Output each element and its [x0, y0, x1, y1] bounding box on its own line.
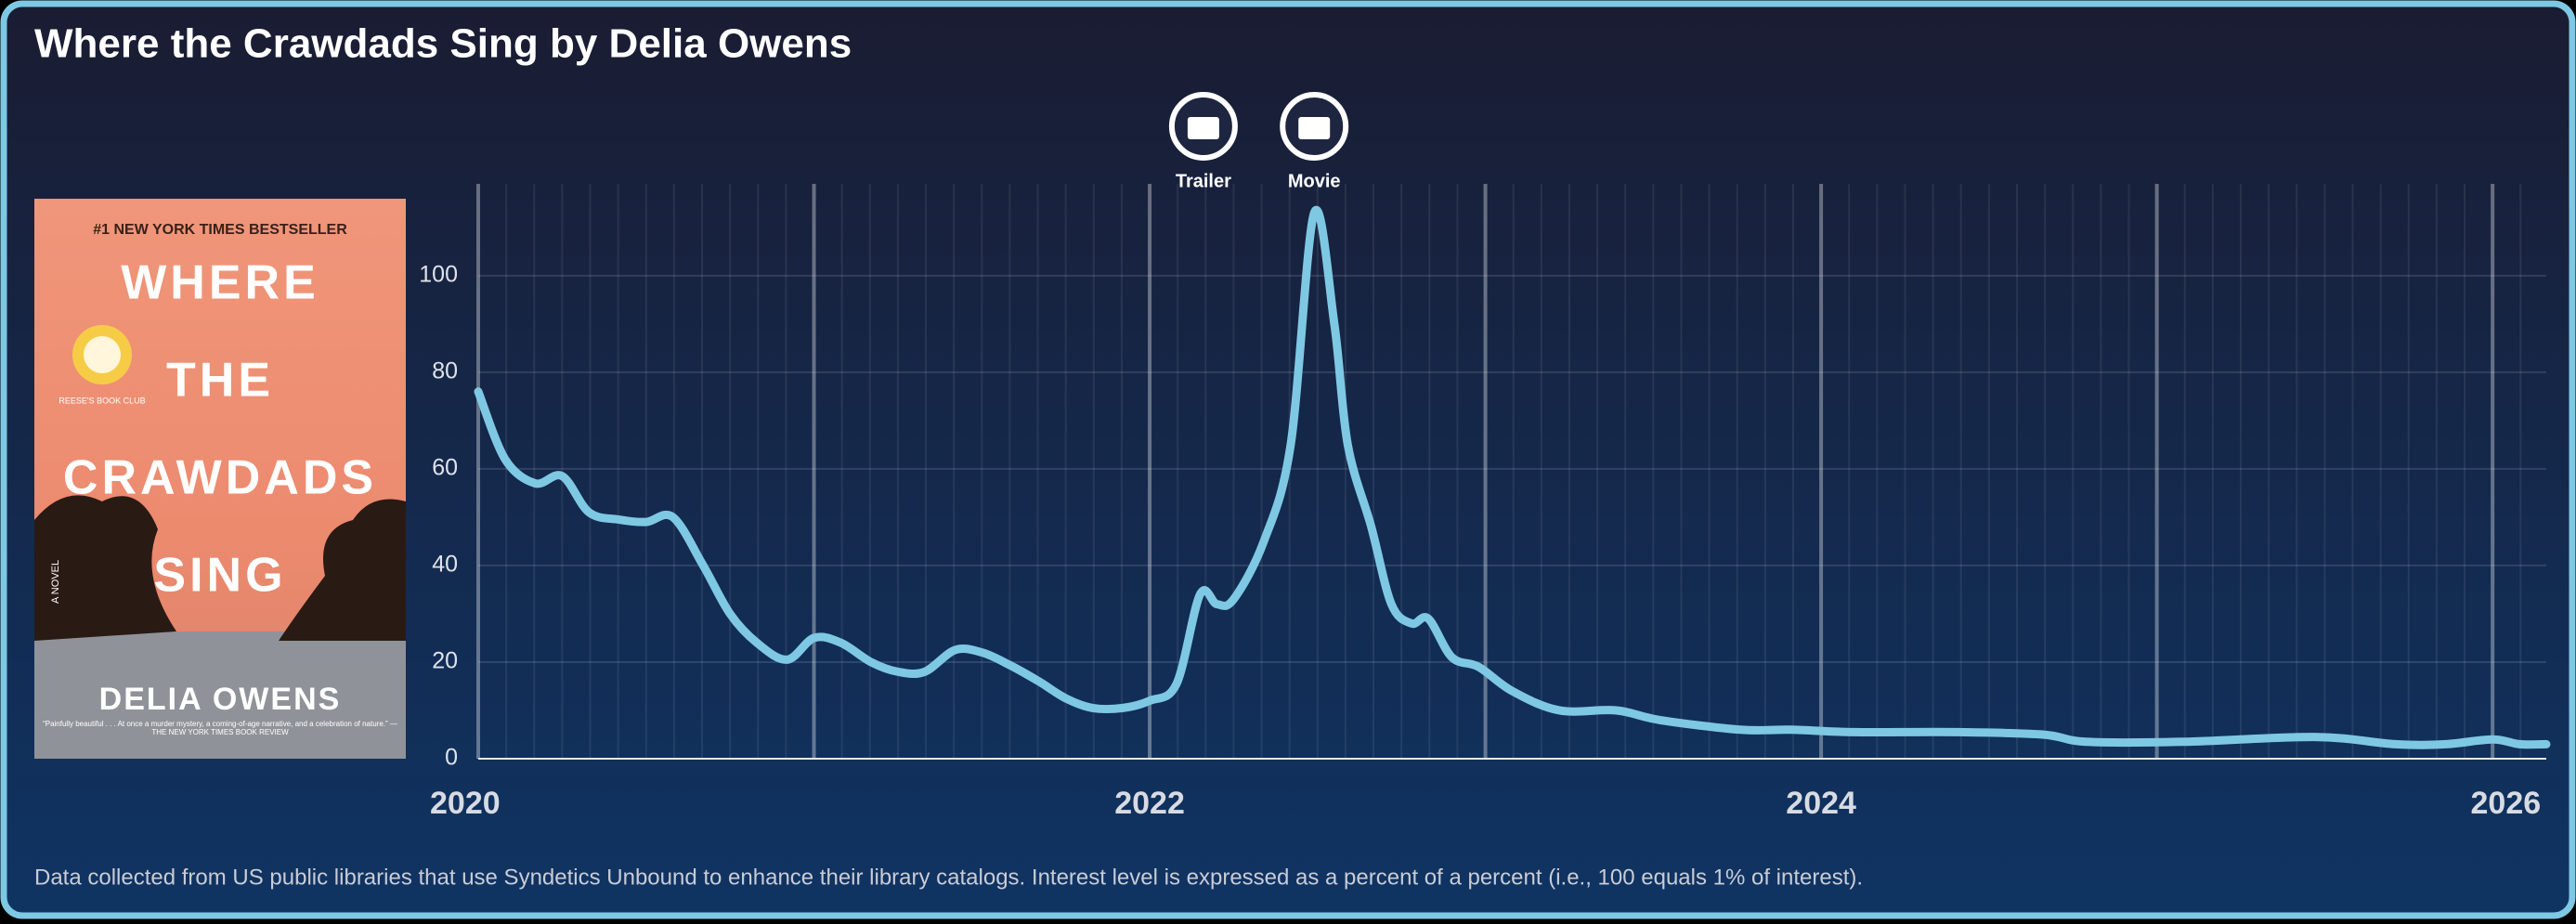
cover-tree	[34, 495, 176, 641]
cover-title-line: CRAWDADS	[63, 451, 377, 505]
cover-quote-box: “Painfully beautiful . . . At once a mur…	[43, 720, 397, 736]
cover-title: WHERE THE CRAWDADS SING	[63, 256, 377, 603]
cover-quote: “Painfully beautiful . . . At once a mur…	[43, 720, 397, 736]
cover-badge	[84, 336, 121, 373]
y-tick-label: 100	[419, 261, 458, 287]
y-tick-label: 60	[432, 455, 458, 481]
cover-title-line: WHERE	[121, 256, 319, 310]
cover-title-line: THE	[166, 354, 274, 408]
annotation-glyph	[1187, 117, 1219, 139]
series-line	[474, 205, 2551, 749]
footnote: Data collected from US public libraries …	[34, 865, 1863, 890]
cover-subtitle: A NOVEL	[50, 560, 61, 604]
y-tick-label: 0	[445, 745, 458, 771]
x-tick-label: 2020	[430, 786, 501, 821]
cover-banner: #1 NEW YORK TIMES BESTSELLER	[93, 222, 347, 238]
chart-title: Where the Crawdads Sing by Delia Owens	[34, 21, 852, 67]
y-tick-label: 40	[432, 552, 458, 578]
cover-title-line: SING	[153, 549, 286, 603]
annotation-label: Trailer	[1176, 171, 1231, 191]
x-tick-label: 2024	[1786, 786, 1856, 821]
x-tick-label: 2026	[2471, 786, 2542, 821]
x-tick-label: 2022	[1114, 786, 1185, 821]
annotation-label: Movie	[1288, 171, 1341, 191]
cover-badge-text: REESE'S BOOK CLUB	[59, 396, 145, 405]
y-tick-label: 80	[432, 358, 458, 384]
annotation-glyph	[1298, 117, 1331, 139]
y-tick-label: 20	[432, 648, 458, 674]
book-cover: #1 NEW YORK TIMES BESTSELLER REESE'S BOO…	[34, 199, 406, 759]
cover-tree	[279, 499, 406, 641]
cover-water	[34, 631, 406, 759]
cover-author: DELIA OWENS	[99, 682, 342, 717]
